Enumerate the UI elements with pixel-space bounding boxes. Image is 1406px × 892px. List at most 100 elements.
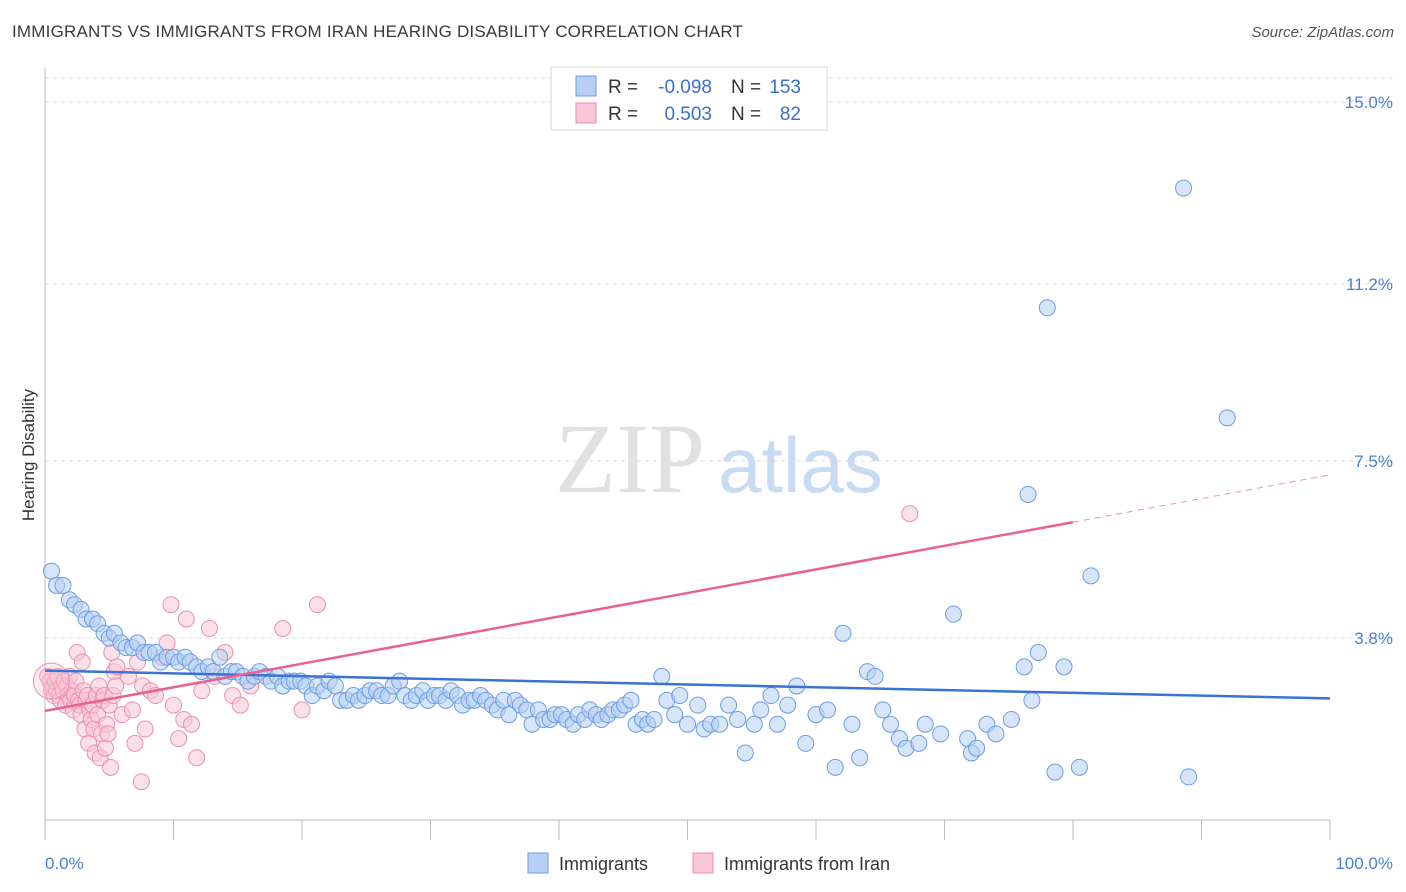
y-axis-label: Hearing Disability <box>19 388 38 521</box>
immigrants-point <box>1070 758 1088 776</box>
immigrants-point <box>762 687 780 705</box>
immigrants-point <box>987 725 1005 743</box>
immigrants-point <box>211 648 229 666</box>
iran-point <box>120 667 138 685</box>
immigrants-point <box>1175 179 1193 197</box>
legend-swatch-iran <box>575 102 597 124</box>
iran-point <box>193 682 211 700</box>
axes <box>44 68 1331 840</box>
y-tick-label: 15.0% <box>1345 93 1393 112</box>
immigrants-point <box>1038 299 1056 317</box>
immigrants-point <box>826 758 844 776</box>
immigrants-point <box>42 562 60 580</box>
immigrants-point <box>834 624 852 642</box>
y-tick-label: 3.8% <box>1354 629 1393 648</box>
legend-box <box>550 66 828 131</box>
iran-point <box>99 725 117 743</box>
iran-point <box>136 720 154 738</box>
iran-point <box>126 734 144 752</box>
immigrants-point <box>1180 768 1198 786</box>
immigrants-point <box>1029 643 1047 661</box>
y-tick-labels: 3.8% 7.5% 11.2% 15.0% <box>1345 93 1393 648</box>
bottom-legend-swatch-iran <box>692 852 714 874</box>
immigrants-point <box>622 691 640 709</box>
immigrants-point <box>768 715 786 733</box>
iran-point <box>308 596 326 614</box>
immigrants-point <box>866 667 884 685</box>
immigrants-point <box>968 739 986 757</box>
bottom-legend-iran: Immigrants from Iran <box>724 854 890 874</box>
iran-point <box>188 749 206 767</box>
watermark-atlas: atlas <box>718 421 883 509</box>
immigrants-point <box>1046 763 1064 781</box>
legend-r-value-2: 0.503 <box>664 104 712 125</box>
immigrants-point <box>797 734 815 752</box>
legend-n-value-1: 153 <box>769 77 801 98</box>
iran-point <box>200 620 218 638</box>
immigrants-point <box>874 701 892 719</box>
iran-point <box>165 696 182 714</box>
legend-n-label-2: N = <box>731 104 761 125</box>
immigrants-point <box>752 701 770 719</box>
trend-lines <box>44 474 1331 713</box>
immigrants-point <box>916 715 934 733</box>
iran-trend-line <box>44 521 1074 713</box>
iran-point <box>901 505 919 523</box>
x-tick-label-max: 100.0% <box>1335 854 1393 873</box>
legend-n-label-1: N = <box>731 77 761 98</box>
immigrants-point <box>1218 409 1236 427</box>
immigrants-point <box>711 715 729 733</box>
immigrants-point <box>326 677 344 695</box>
immigrants-trend-line <box>44 669 1331 700</box>
iran-point <box>274 620 292 638</box>
immigrants-point <box>645 710 663 728</box>
iran-point <box>108 658 126 676</box>
iran-trend-line-extension <box>1072 474 1331 523</box>
bottom-legend-swatch-immigrants <box>527 852 549 874</box>
y-tick-label: 11.2% <box>1346 275 1393 294</box>
immigrants-point <box>843 715 861 733</box>
watermark: ZIP atlas <box>555 403 883 514</box>
immigrants-point <box>736 744 754 762</box>
immigrants-point <box>1015 658 1033 676</box>
legend-n-value-2: 82 <box>780 104 801 125</box>
legend-r-value-1: -0.098 <box>658 77 712 98</box>
immigrants-point <box>779 696 797 714</box>
y-tick-label: 7.5% <box>1354 452 1393 471</box>
grid-lines <box>45 77 1395 639</box>
immigrants-point <box>671 687 689 705</box>
legend-r-label-2: R = <box>608 104 638 125</box>
immigrants-point <box>932 725 950 743</box>
immigrants-point <box>745 715 763 733</box>
iran-point <box>123 701 141 719</box>
immigrants-point <box>851 749 869 767</box>
iran-point <box>293 701 311 719</box>
immigrants-point <box>1082 567 1100 585</box>
immigrants-point <box>666 706 684 724</box>
iran-point <box>96 739 114 757</box>
x-tick-label-min: 0.0% <box>45 854 84 873</box>
immigrants-point <box>720 696 738 714</box>
immigrants-point <box>1055 658 1073 676</box>
iran-point <box>107 677 125 695</box>
immigrants-point <box>944 605 962 623</box>
immigrants-point <box>819 701 837 719</box>
watermark-zip: ZIP <box>555 403 705 514</box>
iran-point <box>177 610 195 628</box>
bottom-legend-immigrants: Immigrants <box>559 854 648 874</box>
immigrants-point <box>679 715 696 733</box>
immigrants-point <box>910 734 928 752</box>
immigrants-point <box>1019 485 1037 503</box>
iran-point <box>170 730 188 748</box>
iran-point <box>132 773 150 791</box>
chart-title: IMMIGRANTS VS IMMIGRANTS FROM IRAN HEARI… <box>12 22 744 41</box>
legend-r-label-1: R = <box>608 77 638 98</box>
immigrants-point <box>882 715 900 733</box>
immigrants-point <box>500 706 518 724</box>
immigrants-point <box>689 696 707 714</box>
iran-point <box>182 715 200 733</box>
series-iran-points <box>32 505 919 791</box>
x-tick-labels: 0.0% 100.0% <box>45 854 1393 873</box>
bottom-legend: Immigrants Immigrants from Iran <box>527 852 890 874</box>
